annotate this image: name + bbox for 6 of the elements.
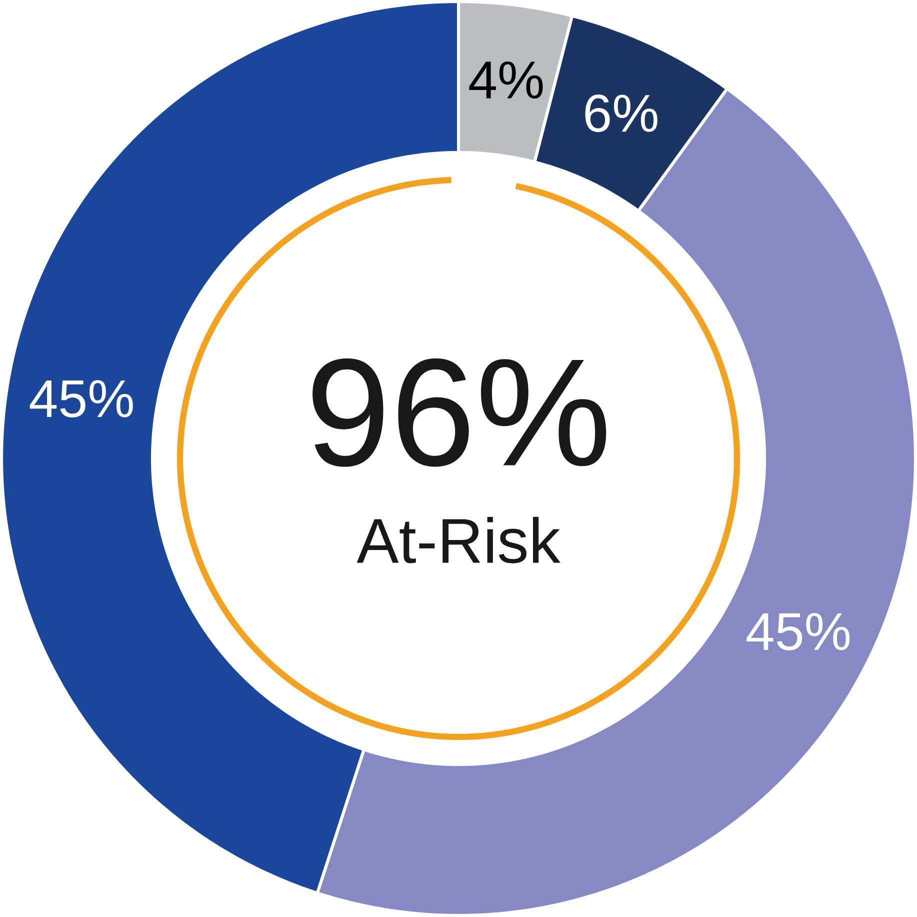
- data-label: 4%: [469, 61, 543, 99]
- data-label: 45%: [30, 380, 133, 418]
- text: At-Risk: [356, 516, 560, 564]
- data-label: 6%: [585, 94, 658, 132]
- data-label: 45%: [746, 613, 850, 650]
- text: 96%: [312, 358, 606, 467]
